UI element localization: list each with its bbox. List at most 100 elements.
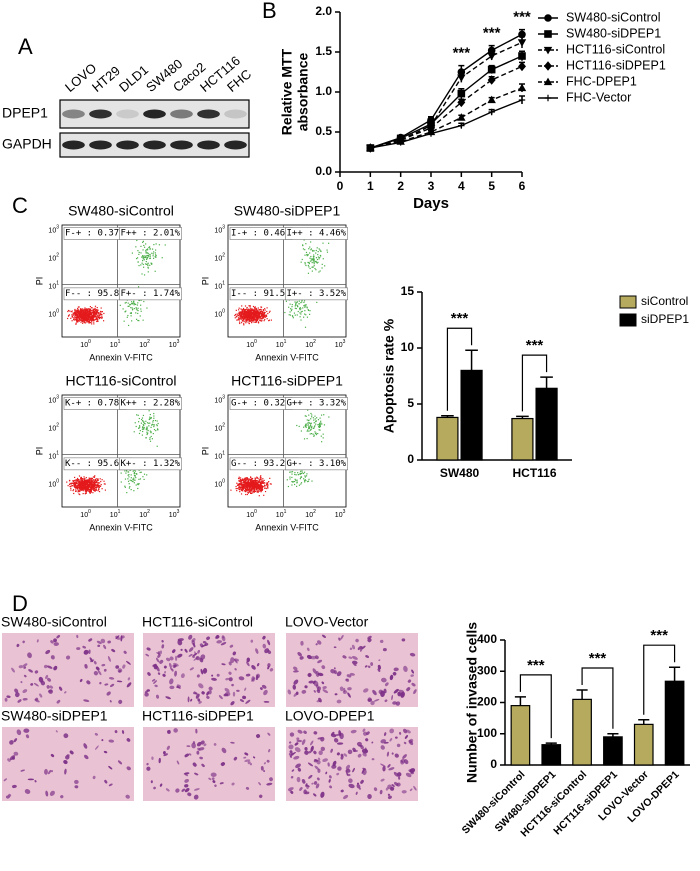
cell (306, 647, 310, 652)
cell (56, 634, 61, 639)
event-dot (81, 485, 84, 488)
x-tick-label: 4 (458, 179, 465, 193)
event-dot (240, 489, 242, 491)
event-dot (254, 481, 256, 484)
cell (347, 692, 351, 698)
cell (236, 689, 240, 692)
cell (94, 745, 99, 750)
event-dot (74, 490, 77, 492)
marker (517, 83, 527, 92)
event-dot (312, 249, 314, 252)
event-dot (104, 489, 106, 491)
tick-exponent: 1 (56, 451, 59, 457)
cell (387, 793, 391, 796)
event-dot (99, 310, 102, 313)
cell (378, 689, 383, 694)
event-dot (146, 248, 149, 250)
event-dot (101, 317, 103, 319)
event-dot (129, 312, 132, 314)
tick-exponent: 0 (254, 339, 257, 345)
event-dot (76, 487, 78, 490)
event-dot (262, 312, 264, 314)
marker (543, 46, 553, 55)
event-dot (150, 262, 152, 264)
y-tick-label: 100 (477, 726, 497, 740)
cell (92, 775, 96, 780)
cell (367, 698, 373, 702)
event-dot (237, 317, 239, 319)
event-dot (77, 320, 79, 323)
event-dot (322, 437, 324, 439)
event-dot (255, 310, 257, 312)
event-dot (135, 307, 137, 309)
event-dot (260, 484, 262, 486)
tick-base: 10 (214, 283, 222, 290)
event-dot (239, 315, 241, 318)
event-dot (267, 485, 269, 487)
event-dot (243, 323, 245, 325)
event-dot (294, 471, 296, 474)
cell (288, 741, 292, 744)
event-dot (142, 427, 144, 429)
cell (231, 683, 234, 687)
cell (45, 649, 51, 655)
cell (65, 755, 70, 760)
event-dot (142, 241, 144, 243)
event-dot (85, 490, 87, 492)
flow-tick-label: 102 (305, 509, 316, 519)
event-dot (85, 310, 87, 312)
event-dot (320, 435, 322, 437)
event-dot (243, 316, 245, 318)
cell (152, 663, 157, 667)
cell (392, 671, 397, 676)
event-dot (257, 307, 259, 309)
cell (86, 680, 91, 685)
event-dot (135, 308, 138, 310)
event-dot (308, 266, 310, 268)
event-dot (77, 320, 79, 322)
event-dot (303, 300, 306, 302)
event-dot (71, 310, 73, 312)
event-dot (244, 316, 246, 318)
event-dot (304, 476, 306, 478)
event-dot (133, 479, 135, 481)
event-dot (249, 311, 252, 313)
event-dot (84, 480, 86, 482)
event-dot (299, 473, 301, 476)
cell (111, 648, 116, 653)
event-dot (82, 490, 84, 492)
event-dot (255, 483, 257, 485)
tick-exponent: 0 (56, 309, 59, 315)
cell (198, 701, 202, 704)
cell (194, 772, 199, 776)
event-dot (300, 483, 302, 485)
event-dot (321, 267, 323, 269)
event-dot (79, 493, 81, 496)
event-dot (75, 310, 78, 312)
event-dot (260, 478, 262, 481)
cell (183, 772, 190, 775)
event-dot (127, 305, 129, 307)
event-dot (137, 286, 140, 288)
cell (371, 741, 374, 744)
cell (177, 638, 184, 642)
cell (191, 742, 196, 749)
event-dot (95, 481, 97, 483)
event-dot (248, 491, 250, 493)
flow-title: HCT116-siDPEP1 (231, 373, 343, 389)
cell (313, 793, 317, 797)
event-dot (72, 482, 74, 484)
event-dot (77, 479, 79, 482)
event-dot (319, 270, 321, 272)
event-dot (305, 479, 307, 482)
event-dot (317, 419, 320, 421)
quadrant-label: G-- : 93.26% (231, 459, 297, 469)
cell (162, 673, 166, 677)
event-dot (306, 437, 308, 440)
event-dot (289, 476, 291, 478)
cell (360, 779, 364, 784)
cell (84, 663, 88, 669)
event-dot (88, 311, 90, 313)
event-dot (256, 479, 258, 482)
event-dot (249, 478, 251, 480)
